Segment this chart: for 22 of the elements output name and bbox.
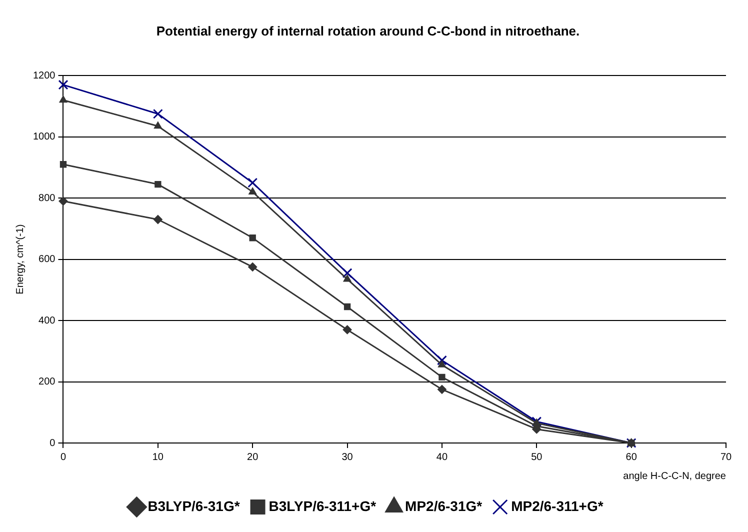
y-tick-label: 400 <box>38 315 56 326</box>
y-tick-label: 1200 <box>32 70 56 82</box>
x-axis-title: angle H-C-C-N, degree <box>623 470 726 482</box>
chart-title: Potential energy of internal rotation around C-C-bond in nitroethane. <box>156 23 580 38</box>
y-tick-label: 1000 <box>32 132 56 143</box>
y-tick-label: 800 <box>38 192 56 204</box>
x-tick-label: 70 <box>720 452 732 463</box>
x-tick-label: 0 <box>60 452 66 463</box>
x-tick-label: 60 <box>626 452 638 463</box>
x-tick-label: 10 <box>152 452 164 463</box>
y-axis-title: Energy, cm^(-1) <box>14 224 26 294</box>
y-tick-label: 0 <box>50 438 56 449</box>
legend-label: MP2/6-31G* <box>405 498 483 514</box>
x-tick-label: 50 <box>531 452 543 463</box>
x-tick-label: 20 <box>247 452 259 463</box>
legend-label: B3LYP/6-311+G* <box>268 498 377 514</box>
x-tick-label: 40 <box>436 452 448 463</box>
y-tick-label: 200 <box>38 376 56 388</box>
legend-label: B3LYP/6-31G* <box>148 498 240 514</box>
y-tick-label: 600 <box>38 254 56 266</box>
x-tick-label: 30 <box>342 452 354 463</box>
legend-label: MP2/6-311+G* <box>511 498 604 514</box>
